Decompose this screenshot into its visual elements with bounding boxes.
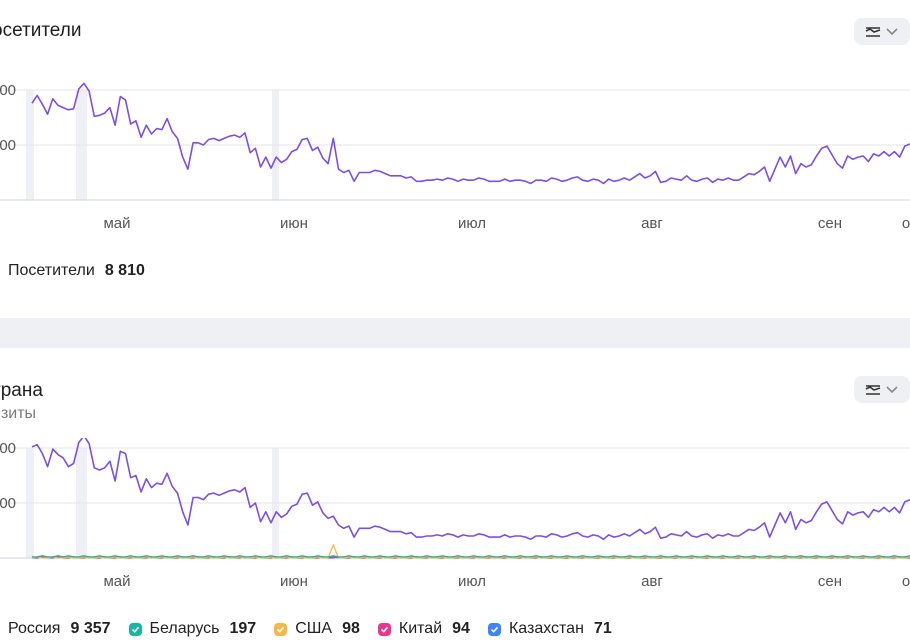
legend-item[interactable]: Казахстан 71	[487, 620, 612, 638]
x-tick-label: июн	[280, 215, 308, 230]
panel-subtitle: изиты	[0, 405, 37, 422]
x-tick-label: сен	[818, 215, 842, 230]
legend-value: 197	[229, 620, 257, 637]
country-chart: 00 00 май июн июл авг сен о	[0, 438, 910, 588]
checkbox-icon	[487, 622, 501, 636]
legend-item[interactable]: Китай 94	[377, 620, 470, 638]
legend-value: 98	[342, 620, 360, 637]
series-line-0	[31, 438, 910, 541]
x-tick-label: июл	[458, 215, 486, 230]
x-tick-label: о	[902, 215, 910, 230]
series-line-0	[31, 82, 910, 185]
x-tick-label: май	[103, 573, 130, 588]
legend-item[interactable]: США 98	[274, 620, 360, 638]
x-tick-label: о	[902, 573, 910, 588]
y-tick-label: 00	[0, 495, 16, 512]
x-tick-label: сен	[818, 573, 842, 588]
legend-label: Посетители	[8, 262, 95, 279]
visitors-panel: осетители 00 00 май июн июл авг сен о Посетител…	[0, 0, 910, 318]
checkbox-icon	[377, 622, 391, 636]
chart-legend: Россия 9 357 Беларусь 197 США 98 Китай 94 Казахс…	[8, 620, 630, 638]
legend-value: 94	[452, 620, 470, 637]
chart-type-icon	[865, 26, 881, 37]
series-line-1	[32, 555, 910, 558]
visitors-chart: 00 00 май июн июл авг сен о	[0, 82, 910, 230]
chart-type-icon	[865, 384, 881, 395]
legend-item[interactable]: Беларусь 197	[128, 620, 257, 638]
legend-item[interactable]: Россия 9 357	[8, 620, 111, 638]
legend-label: США	[295, 620, 333, 637]
series-line-2	[31, 544, 910, 559]
y-tick-label: 00	[0, 82, 16, 99]
chart-legend: Посетители 8 810	[8, 262, 163, 280]
country-panel: трана изиты	[0, 348, 910, 644]
panel-separator	[0, 318, 910, 348]
legend-label: Казахстан	[508, 620, 584, 637]
y-tick-label: 00	[0, 440, 16, 457]
x-tick-label: июн	[280, 573, 308, 588]
checkbox-icon	[128, 622, 142, 636]
chevron-down-icon	[886, 385, 898, 393]
legend-value: 8 810	[104, 262, 145, 279]
panel-title: трана	[0, 380, 43, 401]
legend-label: Беларусь	[149, 620, 220, 637]
legend-value: 9 357	[70, 620, 111, 637]
x-tick-label: авг	[641, 573, 663, 588]
x-tick-label: авг	[641, 215, 663, 230]
legend-label: Китай	[398, 620, 443, 637]
chart-settings-button[interactable]	[854, 18, 910, 45]
y-tick-label: 00	[0, 137, 16, 154]
checkbox-icon	[274, 622, 288, 636]
chevron-down-icon	[886, 27, 898, 35]
x-tick-label: июл	[458, 573, 486, 588]
legend-label: Россия	[8, 620, 61, 637]
chart-settings-button[interactable]	[854, 376, 910, 403]
panel-title: осетители	[0, 20, 82, 41]
x-tick-label: май	[103, 215, 130, 230]
legend-item[interactable]: Посетители 8 810	[8, 262, 145, 280]
legend-value: 71	[593, 620, 612, 637]
